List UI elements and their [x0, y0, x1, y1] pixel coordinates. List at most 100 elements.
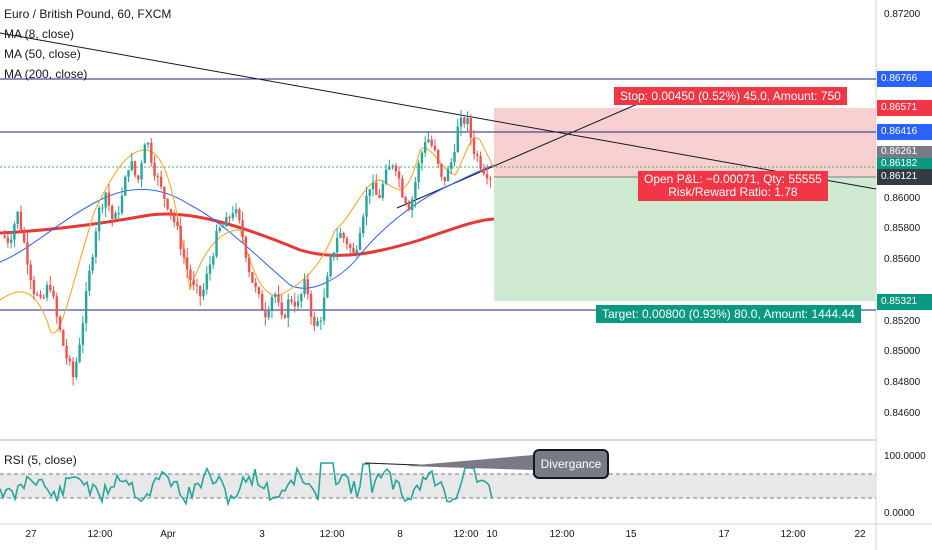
- candle-body: [218, 227, 221, 231]
- candle-body: [368, 189, 371, 196]
- candle-body: [215, 230, 218, 257]
- candle-body: [375, 182, 378, 195]
- candle-body: [26, 242, 29, 265]
- stop-zone[interactable]: [494, 108, 876, 177]
- candle-body: [195, 285, 199, 287]
- up-trendline[interactable]: [396, 102, 641, 209]
- candle-body: [274, 294, 277, 298]
- candle-body: [342, 233, 345, 239]
- candle-body: [430, 139, 433, 146]
- candle-body: [192, 280, 195, 286]
- candle-body: [202, 289, 205, 297]
- candle-body: [417, 163, 420, 182]
- rsi-tick: 0.0000: [884, 508, 915, 519]
- candle-body: [107, 192, 111, 206]
- candle-body: [208, 264, 212, 274]
- candle-body: [453, 151, 456, 163]
- candle-body: [450, 162, 453, 169]
- ma200-legend[interactable]: MA (200, close): [4, 67, 88, 81]
- candle-body: [42, 297, 45, 299]
- candle-body: [241, 220, 244, 238]
- ma50-legend[interactable]: MA (50, close): [4, 47, 81, 61]
- candle-body: [9, 239, 13, 243]
- candle-body: [247, 257, 251, 273]
- candle-body: [159, 176, 163, 187]
- price-tick: 0.87200: [884, 9, 921, 20]
- candle-body: [189, 269, 192, 281]
- candle-body: [401, 178, 404, 198]
- candle-body: [29, 264, 32, 281]
- candle-body: [391, 165, 394, 167]
- divergence-callout[interactable]: Divergance: [533, 449, 609, 479]
- candle-body: [101, 207, 104, 209]
- stop-price-label: 0.86571: [877, 100, 932, 116]
- candle-body: [485, 173, 489, 179]
- candle-body: [228, 217, 231, 219]
- candle-body: [355, 249, 358, 254]
- candle-body: [146, 142, 150, 145]
- candle-body: [97, 207, 101, 232]
- candle-body: [143, 144, 147, 164]
- candle-body: [251, 272, 254, 283]
- target-info-box[interactable]: Target: 0.00800 (0.93%) 80.0, Amount: 14…: [596, 305, 861, 323]
- candle-body: [150, 142, 153, 163]
- time-tick: 12:00: [780, 529, 806, 540]
- candle-body: [423, 142, 427, 153]
- candle-body: [313, 316, 316, 326]
- pnl-info-box[interactable]: Open P&L: −0.00071, Qty: 55555 Risk/Rewa…: [638, 171, 828, 201]
- candle-body: [179, 225, 182, 249]
- candle-body: [225, 217, 228, 227]
- candle-body: [22, 231, 26, 243]
- candle-body: [62, 329, 65, 346]
- candle-body: [212, 256, 215, 265]
- candle-body: [120, 195, 124, 213]
- candle-body: [238, 209, 241, 221]
- candle-body: [88, 270, 91, 291]
- candle-body: [332, 252, 336, 258]
- candle-body: [362, 216, 365, 234]
- time-tick: 15: [625, 529, 637, 540]
- rsi-legend[interactable]: RSI (5, close): [4, 453, 77, 467]
- candle-body: [404, 197, 407, 204]
- candle-body: [296, 301, 300, 307]
- candle-body: [378, 194, 381, 198]
- price-tick: 0.84600: [884, 408, 921, 419]
- candle-body: [91, 256, 94, 271]
- candle-body: [482, 168, 486, 174]
- candle-body: [124, 176, 127, 196]
- candle-body: [345, 238, 349, 245]
- candle-body: [39, 294, 42, 298]
- candle-body: [427, 139, 430, 143]
- candle-body: [326, 276, 329, 298]
- candle-body: [130, 161, 133, 171]
- time-tick: 17: [718, 529, 730, 540]
- risk-reward-line: Risk/Reward Ratio: 1.78: [668, 185, 798, 199]
- candle-body: [199, 285, 202, 297]
- down-trendline[interactable]: [0, 32, 877, 190]
- ma8-legend[interactable]: MA (8, close): [4, 27, 75, 41]
- candle-body: [257, 287, 261, 295]
- candle-body: [75, 361, 78, 378]
- candle-body: [300, 294, 303, 302]
- candle-body: [306, 279, 310, 295]
- current-price-label-a: 0.86261: [877, 146, 932, 158]
- candle-body: [264, 309, 267, 318]
- candle-body: [117, 212, 120, 214]
- stop-info-box[interactable]: Stop: 0.00450 (0.52%) 45.0, Amount: 750: [614, 87, 847, 105]
- time-tick: 3: [259, 529, 265, 540]
- candle-body: [182, 248, 186, 258]
- level-high-label: 0.86766: [877, 71, 932, 87]
- pnl-line: Open P&L: −0.00071, Qty: 55555: [644, 172, 822, 186]
- candle-body: [267, 311, 270, 318]
- candle-body: [303, 279, 306, 295]
- candle-body: [384, 169, 388, 184]
- candle-body: [410, 199, 414, 211]
- level-mid-label: 0.86416: [877, 124, 932, 140]
- candle-body: [140, 163, 143, 180]
- candle-body: [133, 161, 137, 176]
- candle-body: [469, 118, 473, 138]
- candle-body: [329, 257, 332, 277]
- candle-body: [433, 145, 437, 151]
- rsi-band: [0, 474, 876, 498]
